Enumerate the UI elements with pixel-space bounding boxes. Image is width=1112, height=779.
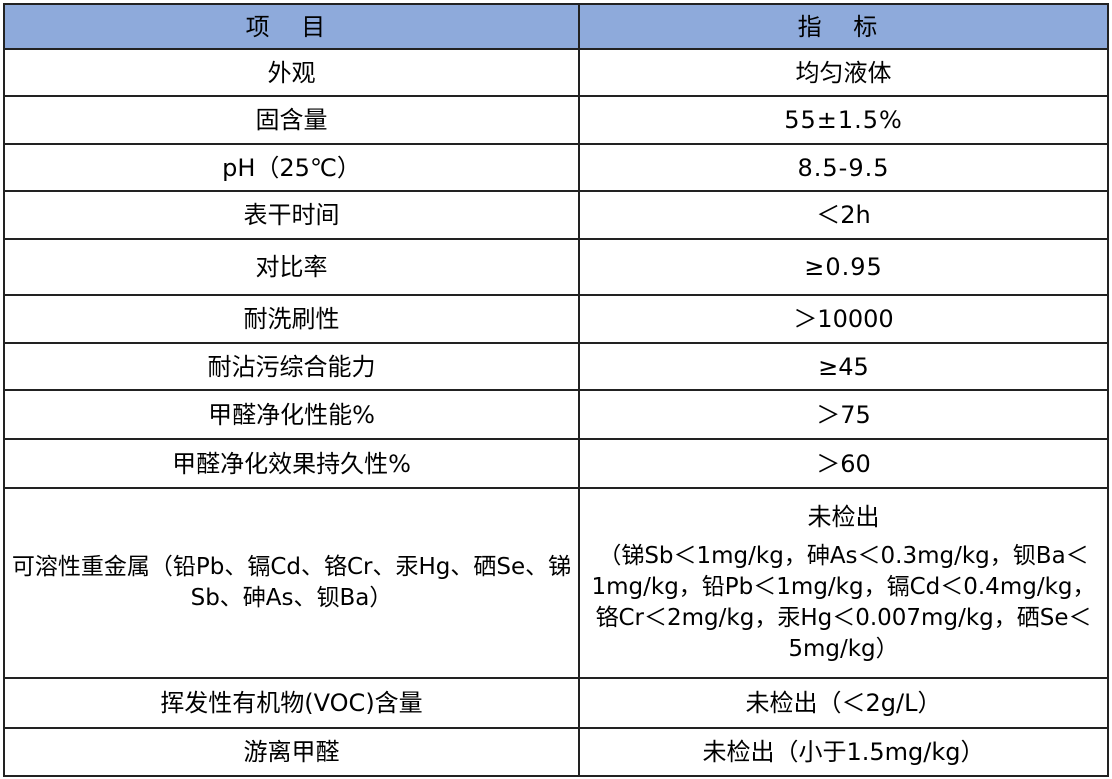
- header-row: 项 目 指 标: [3, 3, 1109, 50]
- table-row: 表干时间 ＜2h: [3, 190, 1109, 240]
- item-cell: pH（25℃）: [3, 143, 580, 192]
- table-row: 甲醛净化效果持久性% ＞60: [3, 438, 1109, 489]
- value-detail: （锑Sb＜1mg/kg，砷As＜0.3mg/kg，钡Ba＜1mg/kg，铅Pb＜…: [591, 542, 1096, 662]
- item-cell: 游离甲醛: [3, 727, 580, 777]
- table-row: 外观 均匀液体: [3, 48, 1109, 97]
- value-cell: ＜2h: [578, 190, 1109, 240]
- table-row: 挥发性有机物(VOC)含量 未检出（＜2g/L）: [3, 677, 1109, 729]
- value-cell: 未检出（小于1.5mg/kg）: [578, 727, 1109, 777]
- item-cell: 固含量: [3, 95, 580, 145]
- table-row: 固含量 55±1.5%: [3, 95, 1109, 145]
- table-row: 游离甲醛 未检出（小于1.5mg/kg）: [3, 727, 1109, 777]
- header-value: 指 标: [578, 3, 1109, 50]
- value-cell: 未检出（＜2g/L）: [578, 677, 1109, 729]
- value-cell: ＞75: [578, 389, 1109, 440]
- table-row: pH（25℃） 8.5-9.5: [3, 143, 1109, 192]
- value-cell: 均匀液体: [578, 48, 1109, 97]
- value-cell: 55±1.5%: [578, 95, 1109, 145]
- value-cell: ＞10000: [578, 294, 1109, 344]
- value-cell: ≥45: [578, 342, 1109, 391]
- value-cell: ＞60: [578, 438, 1109, 489]
- table-row: 可溶性重金属（铅Pb、镉Cd、铬Cr、汞Hg、硒Se、锑Sb、砷As、钡Ba） …: [3, 487, 1109, 679]
- item-cell: 挥发性有机物(VOC)含量: [3, 677, 580, 729]
- table-row: 耐沾污综合能力 ≥45: [3, 342, 1109, 391]
- item-cell: 耐沾污综合能力: [3, 342, 580, 391]
- item-cell: 耐洗刷性: [3, 294, 580, 344]
- table-row: 对比率 ≥0.95: [3, 238, 1109, 296]
- table-row: 耐洗刷性 ＞10000: [3, 294, 1109, 344]
- value-cell: ≥0.95: [578, 238, 1109, 296]
- header-item: 项 目: [3, 3, 580, 50]
- value-cell: 8.5-9.5: [578, 143, 1109, 192]
- item-cell: 对比率: [3, 238, 580, 296]
- value-main: 未检出: [807, 502, 880, 531]
- item-cell: 甲醛净化性能%: [3, 389, 580, 440]
- item-cell: 表干时间: [3, 190, 580, 240]
- table-row: 甲醛净化性能% ＞75: [3, 389, 1109, 440]
- item-cell: 外观: [3, 48, 580, 97]
- spec-table: 项 目 指 标 外观 均匀液体 固含量 55±1.5% pH（25℃） 8.5-…: [3, 3, 1109, 777]
- value-cell: 未检出 （锑Sb＜1mg/kg，砷As＜0.3mg/kg，钡Ba＜1mg/kg，…: [578, 487, 1109, 679]
- item-cell: 可溶性重金属（铅Pb、镉Cd、铬Cr、汞Hg、硒Se、锑Sb、砷As、钡Ba）: [3, 487, 580, 679]
- item-cell: 甲醛净化效果持久性%: [3, 438, 580, 489]
